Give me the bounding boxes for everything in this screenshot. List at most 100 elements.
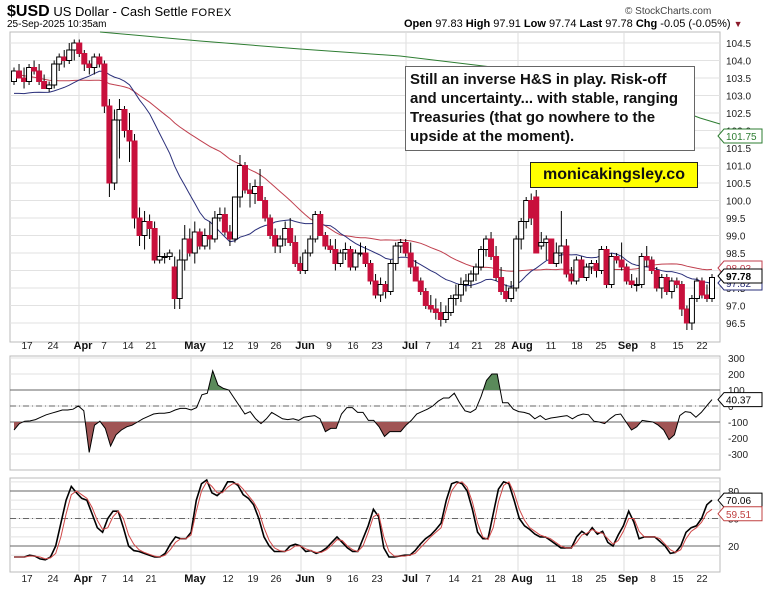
candle-up <box>472 266 479 275</box>
candle-down <box>136 217 143 236</box>
candle-up <box>392 245 399 264</box>
candle-up <box>181 238 188 261</box>
price-tick-label: 99.5 <box>726 214 746 225</box>
candle-down <box>683 308 690 324</box>
price-tick-label: 96.5 <box>726 319 746 330</box>
candle-down <box>412 266 419 282</box>
candle-down <box>186 238 193 254</box>
date-tick-label: 28 <box>494 341 506 352</box>
price-tick-label: 98.5 <box>726 249 746 260</box>
date-tick-label: Apr <box>74 340 94 352</box>
candle-down <box>327 245 334 250</box>
candle-up <box>357 252 364 255</box>
date-tick-label: 16 <box>347 341 359 352</box>
annotation-box: Still an inverse H&S in play. Risk-off a… <box>405 66 695 151</box>
candle-down <box>61 56 68 61</box>
price-tick-label: 103.5 <box>726 74 751 85</box>
candle-up <box>608 256 615 285</box>
date-tick-label: 8 <box>650 341 656 352</box>
candle-up <box>638 256 645 285</box>
last-price-tag-box <box>717 268 763 284</box>
price-tick-label: 97.0 <box>726 302 746 313</box>
candle-up <box>377 284 384 296</box>
candle-down <box>653 270 660 289</box>
low-label: Low <box>523 18 546 30</box>
candle-down <box>673 280 680 285</box>
candle-down <box>548 238 555 264</box>
chart-title: $USD US Dollar - Cash Settle FOREX <box>7 3 232 21</box>
candle-down <box>41 81 48 89</box>
cci-tick-label: 0 <box>728 402 734 413</box>
candle-up <box>598 249 605 271</box>
date-tick-label: 7 <box>425 574 431 585</box>
candle-up <box>11 70 17 82</box>
date-tick-label: 15 <box>672 341 684 352</box>
last-price-tag: 97.78 <box>726 272 751 283</box>
date-tick-label: 28 <box>494 574 506 585</box>
stoch-k-tag-box <box>717 492 763 508</box>
price-tick-label: 104.5 <box>726 39 751 50</box>
cci-tick-label: 100 <box>728 386 745 397</box>
date-tick-label: Aug <box>511 573 532 585</box>
candle-down <box>86 63 93 68</box>
price-tick-label: 99.0 <box>726 232 746 243</box>
open-label: Open <box>404 18 433 30</box>
date-tick-label: 19 <box>247 574 259 585</box>
candle-down <box>698 280 705 296</box>
candle-down <box>332 249 339 264</box>
chg-label: Chg <box>635 18 658 30</box>
candle-up <box>442 312 449 320</box>
candle-down <box>322 235 329 247</box>
panel-3 <box>9 477 721 573</box>
date-tick-label: 12 <box>222 574 234 585</box>
candle-up <box>231 196 238 240</box>
candle-up <box>312 214 319 240</box>
candle-up <box>156 256 163 261</box>
candle-down <box>432 308 439 313</box>
open-value: 97.83 <box>435 18 463 30</box>
candle-down <box>226 231 233 240</box>
candle-up <box>342 249 349 254</box>
candle-up <box>116 109 123 121</box>
date-tick-label: Sep <box>618 340 638 352</box>
candle-down <box>367 263 374 282</box>
candle-down <box>382 284 389 292</box>
candle-down <box>146 221 153 229</box>
copyright: © StockCharts.com <box>625 6 712 17</box>
cci-tick-label: 300 <box>728 354 745 365</box>
price-tick-label: 101.0 <box>726 162 751 173</box>
candle-down <box>76 42 83 54</box>
candle-down <box>21 77 28 82</box>
candle-up <box>478 249 485 268</box>
candle-down <box>628 280 635 285</box>
candle-up <box>558 245 565 254</box>
candle-down <box>402 242 409 254</box>
exchange: FOREX <box>191 7 232 19</box>
candle-down <box>121 109 128 131</box>
date-tick-label: Apr <box>74 573 94 585</box>
candle-down <box>593 263 600 271</box>
stoch-d-tag-box <box>717 506 763 522</box>
candle-down <box>151 228 158 261</box>
date-tick-label: 21 <box>471 341 483 352</box>
last-value: 97.78 <box>605 18 633 30</box>
date-tick-label: 14 <box>448 574 460 585</box>
date-tick-label: 7 <box>101 574 107 585</box>
candle-up <box>709 277 715 299</box>
candle-down <box>533 196 540 254</box>
candle-up <box>457 284 464 296</box>
candle-down <box>221 214 228 233</box>
date-tick-label: 21 <box>145 341 157 352</box>
candle-down <box>417 280 424 292</box>
candle-up <box>483 238 490 250</box>
cci-tick-label: -200 <box>728 434 748 445</box>
date-tick-label: 7 <box>101 341 107 352</box>
candle-down <box>703 294 710 299</box>
date-tick-label: Jun <box>295 340 315 352</box>
candle-down <box>287 228 294 243</box>
candle-up <box>211 217 218 240</box>
candle-up <box>252 186 259 194</box>
date-tick-label: Jul <box>402 573 418 585</box>
candle-up <box>56 56 63 65</box>
candle-down <box>618 259 625 268</box>
